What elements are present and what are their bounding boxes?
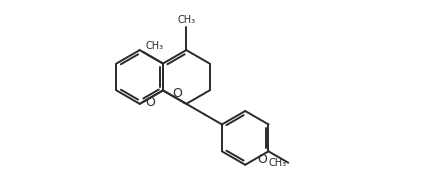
Text: O: O <box>145 96 155 109</box>
Text: CH₃: CH₃ <box>268 158 286 168</box>
Text: O: O <box>257 153 267 166</box>
Text: O: O <box>172 87 182 100</box>
Text: CH₃: CH₃ <box>145 41 163 50</box>
Text: CH₃: CH₃ <box>177 15 195 25</box>
